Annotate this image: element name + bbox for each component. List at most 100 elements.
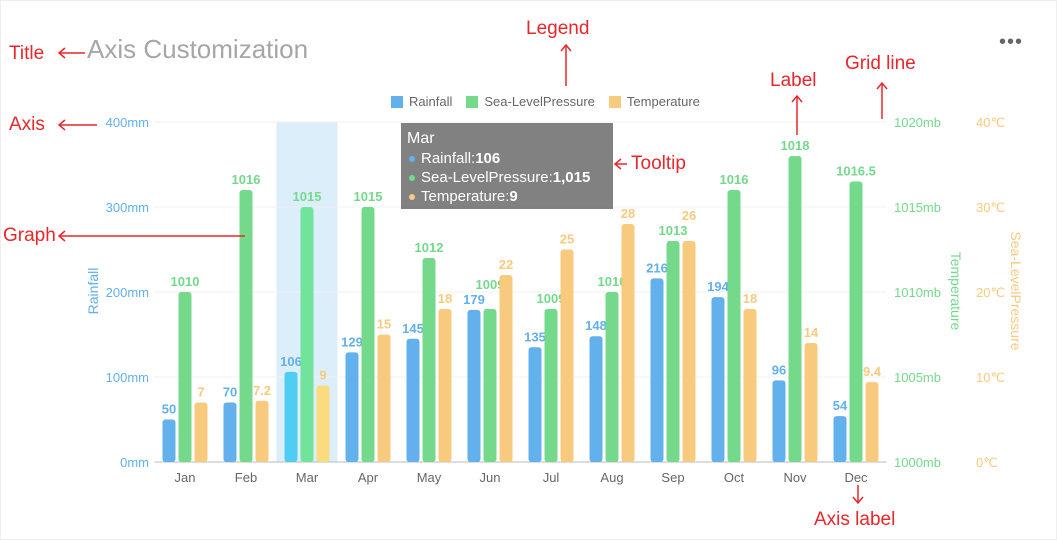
- right2-tick-label: 0℃: [976, 455, 998, 470]
- x-tick-label: Jul: [543, 470, 560, 485]
- right2-axis-title: Sea-LevelPressure: [1008, 231, 1024, 350]
- data-label-pressure: 1012: [415, 240, 444, 255]
- bar-temperature: [682, 241, 696, 462]
- bar-rainfall: [772, 380, 786, 462]
- data-label-rainfall: 54: [833, 398, 848, 413]
- bar-rainfall: [223, 402, 237, 462]
- legend-swatch: [466, 95, 479, 108]
- annotation-arrowhead-icon: [791, 94, 803, 103]
- bar-temperature: [560, 249, 574, 462]
- data-label-temperature: 18: [438, 291, 452, 306]
- x-tick-label: Nov: [783, 470, 807, 485]
- data-label-pressure: 1015: [354, 189, 383, 204]
- data-label-temperature: 25: [560, 232, 574, 247]
- annotation-arrowhead-icon: [852, 496, 864, 505]
- data-label-temperature: 7.2: [253, 383, 271, 398]
- x-tick-label: Mar: [296, 470, 319, 485]
- data-label-pressure: 1015: [293, 189, 322, 204]
- bar-pressure: [178, 292, 192, 462]
- data-label-temperature: 9: [319, 368, 326, 383]
- tooltip-value: 106: [475, 150, 501, 167]
- bar-pressure: [422, 258, 436, 462]
- tooltip-row: Sea-LevelPressure:1,015: [407, 168, 607, 187]
- x-tick-label: Apr: [358, 470, 379, 485]
- bar-temperature: [621, 224, 635, 462]
- data-label-temperature: 15: [377, 317, 391, 332]
- chart-title: Axis Customization: [87, 34, 309, 64]
- dot-icon: [409, 174, 415, 181]
- x-tick-label: Jan: [175, 470, 196, 485]
- x-tick-label: Feb: [235, 470, 257, 485]
- data-label-temperature: 9.4: [863, 364, 882, 379]
- annotation-legend: Legend: [526, 18, 590, 39]
- data-label-rainfall: 216: [646, 260, 668, 275]
- bar-rainfall: [284, 371, 298, 462]
- annotation-arrowhead-icon: [57, 119, 66, 131]
- legend-label: Rainfall: [409, 94, 453, 109]
- data-label-temperature: 18: [743, 291, 757, 306]
- data-label-temperature: 22: [499, 257, 513, 272]
- data-label-pressure: 1010: [598, 274, 627, 289]
- data-label-pressure: 1016: [232, 172, 261, 187]
- data-label-temperature: 26: [682, 208, 696, 223]
- legend-item-rainfall[interactable]: Rainfall: [391, 94, 452, 109]
- bar-rainfall: [650, 278, 664, 462]
- legend-item-pressure[interactable]: Sea-LevelPressure: [466, 94, 595, 109]
- data-label-rainfall: 70: [223, 385, 237, 400]
- bar-rainfall: [345, 352, 359, 462]
- bar-temperature: [804, 343, 818, 462]
- annotation-tooltip: Tooltip: [631, 153, 686, 174]
- legend-label: Sea-LevelPressure: [484, 94, 595, 109]
- right-axis-title: Temperature: [948, 252, 964, 331]
- bar-rainfall: [833, 416, 847, 462]
- data-label-rainfall: 179: [463, 292, 485, 307]
- bar-pressure: [849, 181, 863, 462]
- right-tick-label: 1010mb: [894, 285, 941, 300]
- bar-pressure: [788, 156, 802, 462]
- bar-rainfall: [711, 297, 725, 462]
- tooltip-name: Temperature: [421, 188, 506, 205]
- data-label-rainfall: 129: [341, 334, 363, 349]
- data-label-rainfall: 135: [524, 329, 546, 344]
- right-tick-label: 1020mb: [894, 115, 941, 130]
- legend-swatch: [608, 95, 621, 108]
- more-horizontal-icon[interactable]: •••: [999, 31, 1024, 53]
- right2-tick-label: 40℃: [976, 115, 1005, 130]
- left-axis-title: Rainfall: [85, 268, 101, 315]
- annotation-graph: Graph: [3, 225, 56, 246]
- bar-rainfall: [467, 309, 481, 462]
- x-tick-label: Dec: [844, 470, 868, 485]
- data-label-rainfall: 148: [585, 318, 607, 333]
- left-tick-label: 0mm: [120, 455, 149, 470]
- left-tick-label: 200mm: [106, 285, 149, 300]
- data-label-pressure: 1018: [781, 138, 810, 153]
- bar-pressure: [727, 190, 741, 462]
- tooltip-value: 1,015: [552, 169, 591, 186]
- right2-tick-label: 10℃: [976, 370, 1005, 385]
- bar-rainfall: [162, 419, 176, 462]
- data-label-rainfall: 145: [402, 321, 424, 336]
- x-tick-label: Sep: [661, 470, 684, 485]
- tooltip-title: Mar: [407, 130, 435, 147]
- tooltip: Mar Rainfall:106 Sea-LevelPressure:1,015…: [401, 123, 613, 209]
- right-tick-label: 1000mb: [894, 455, 941, 470]
- tooltip-row: Rainfall:106: [407, 149, 607, 168]
- bar-temperature: [743, 309, 757, 462]
- bar-pressure: [483, 309, 497, 462]
- data-label-temperature: 28: [621, 206, 635, 221]
- dot-icon: [409, 155, 415, 162]
- annotation-arrowhead-icon: [57, 230, 66, 242]
- bar-temperature: [499, 275, 513, 462]
- bar-pressure: [666, 241, 680, 462]
- right-tick-label: 1005mb: [894, 370, 941, 385]
- legend-item-temperature[interactable]: Temperature: [608, 94, 700, 109]
- x-tick-label: May: [417, 470, 442, 485]
- annotation-arrowhead-icon: [57, 47, 66, 59]
- tooltip-name: Rainfall: [421, 150, 472, 167]
- bar-rainfall: [406, 338, 420, 462]
- right-tick-label: 1015mb: [894, 200, 941, 215]
- left-tick-label: 300mm: [106, 200, 149, 215]
- annotation-arrowhead-icon: [876, 81, 888, 90]
